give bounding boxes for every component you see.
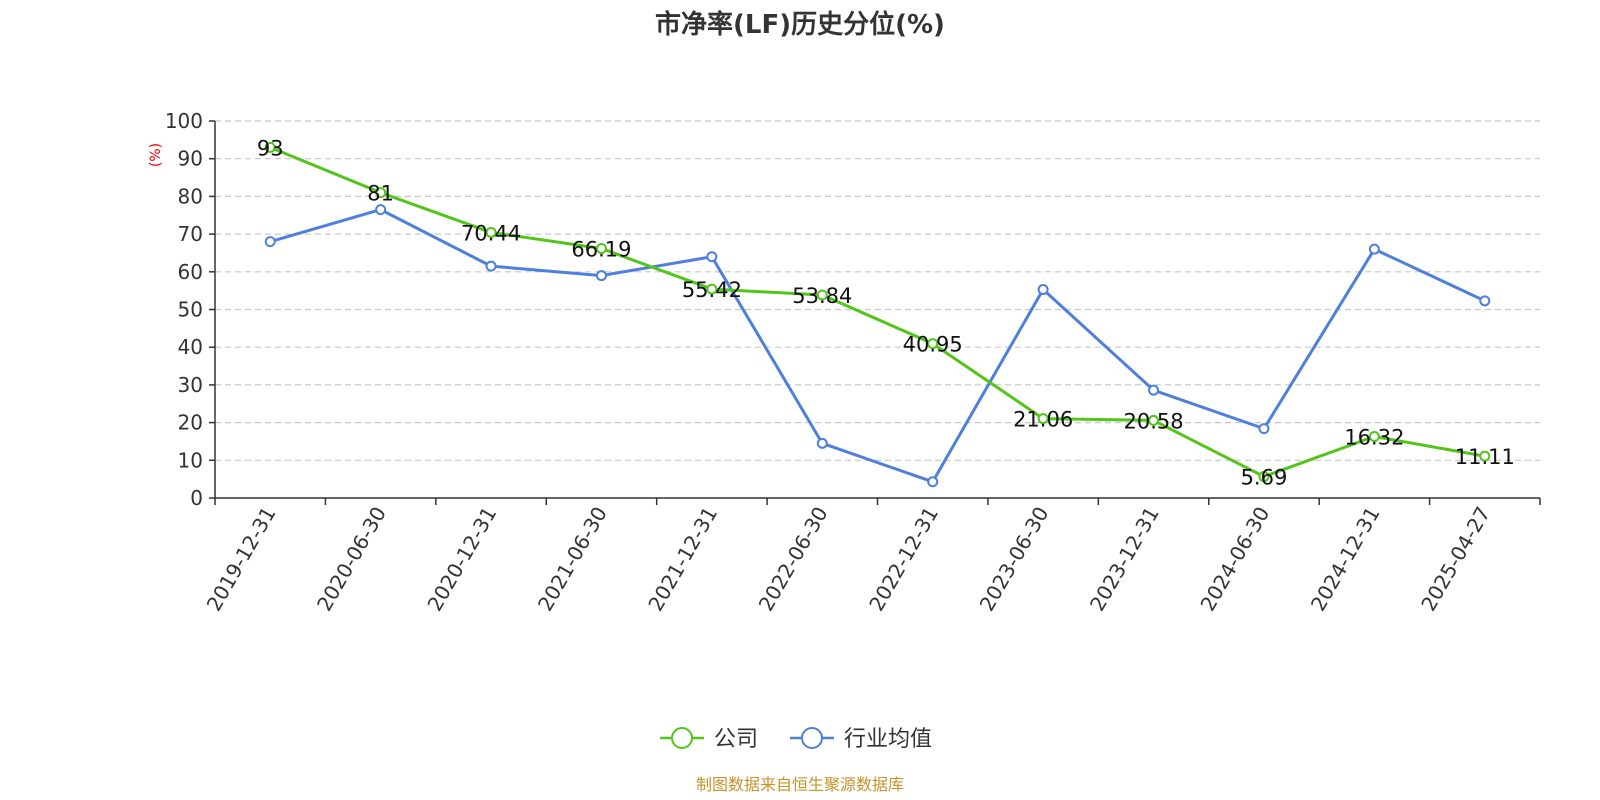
data-point <box>375 187 387 199</box>
data-point <box>264 141 276 153</box>
data-label: 93 <box>257 136 284 160</box>
data-point <box>485 260 497 272</box>
y-tick-label: 80 <box>178 184 203 208</box>
legend-label: 公司 <box>714 727 758 752</box>
x-tick-label: 2020-12-31 <box>422 503 501 616</box>
data-labels: 93 81 70.44 66.19 55.42 53.84 40.95 21.06 20.58 5… <box>257 136 1515 489</box>
data-point <box>1037 413 1049 425</box>
legend-marker <box>671 727 693 749</box>
data-point <box>1037 284 1049 296</box>
x-tick-label: 2023-12-31 <box>1085 503 1164 616</box>
series-layer <box>264 141 1491 488</box>
x-tick-label: 2025-04-27 <box>1416 503 1495 616</box>
data-label: 16.32 <box>1344 425 1404 449</box>
data-point <box>485 226 497 238</box>
data-label: 81 <box>367 182 394 206</box>
series-line <box>269 146 1486 479</box>
legend-item-1: 行业均值 <box>790 727 932 752</box>
y-axis-unit: (%) <box>148 143 164 167</box>
data-point <box>264 236 276 248</box>
data-point <box>375 204 387 216</box>
legend: 公司 行业均值 <box>660 727 932 752</box>
data-point <box>595 242 607 254</box>
data-label: 40.95 <box>903 333 963 357</box>
x-tick-label: 2023-06-30 <box>975 503 1054 616</box>
x-tick-label: 2022-12-31 <box>864 503 943 616</box>
x-tick-label: 2021-12-31 <box>643 503 722 616</box>
y-tick-label: 90 <box>178 147 203 171</box>
y-tick-label: 50 <box>178 298 203 322</box>
data-label: 55.42 <box>682 278 742 302</box>
grid-lines <box>215 120 1540 461</box>
data-point <box>1258 471 1270 483</box>
legend-marker <box>801 727 823 749</box>
series-1 <box>264 204 1491 488</box>
source-note: 制图数据来自恒生聚源数据库 <box>696 775 904 794</box>
series-0 <box>264 141 1491 483</box>
y-tick-label: 40 <box>178 335 203 359</box>
data-point <box>706 283 718 295</box>
series-line <box>269 208 1486 484</box>
y-tick-label: 70 <box>178 222 203 246</box>
data-point <box>1368 243 1380 255</box>
data-point <box>816 289 828 301</box>
legend-item-0: 公司 <box>660 727 758 752</box>
x-tick-label: 2021-06-30 <box>533 503 612 616</box>
y-tick-label: 10 <box>178 448 203 472</box>
data-point <box>1479 450 1491 462</box>
data-point <box>1148 414 1160 426</box>
data-label: 20.58 <box>1123 409 1183 433</box>
data-label: 66.19 <box>571 237 631 261</box>
data-label: 70.44 <box>461 221 521 245</box>
data-point <box>927 476 939 488</box>
y-tick-label: 100 <box>165 109 203 133</box>
y-tick-label: 0 <box>190 486 203 510</box>
data-point <box>595 270 607 282</box>
data-point <box>816 437 828 449</box>
x-tick-label: 2024-12-31 <box>1306 503 1385 616</box>
data-label: 21.06 <box>1013 408 1073 432</box>
data-point <box>927 338 939 350</box>
data-label: 11.11 <box>1455 445 1515 469</box>
x-tick-label: 2020-06-30 <box>312 503 391 616</box>
data-point <box>1258 423 1270 435</box>
data-point <box>1148 384 1160 396</box>
y-tick-label: 30 <box>178 373 203 397</box>
y-tick-label: 20 <box>178 411 203 435</box>
data-point <box>1368 430 1380 442</box>
x-tick-label: 2024-06-30 <box>1195 503 1274 616</box>
x-tick-label: 2019-12-31 <box>202 503 281 616</box>
data-label: 5.69 <box>1241 466 1288 490</box>
data-label: 53.84 <box>792 284 852 308</box>
y-tick-label: 60 <box>178 260 203 284</box>
data-point <box>1479 295 1491 307</box>
x-tick-label: 2022-06-30 <box>754 503 833 616</box>
legend-label: 行业均值 <box>844 727 932 752</box>
chart-title: 市净率(LF)历史分位(%) <box>655 9 945 40</box>
data-point <box>706 251 718 263</box>
